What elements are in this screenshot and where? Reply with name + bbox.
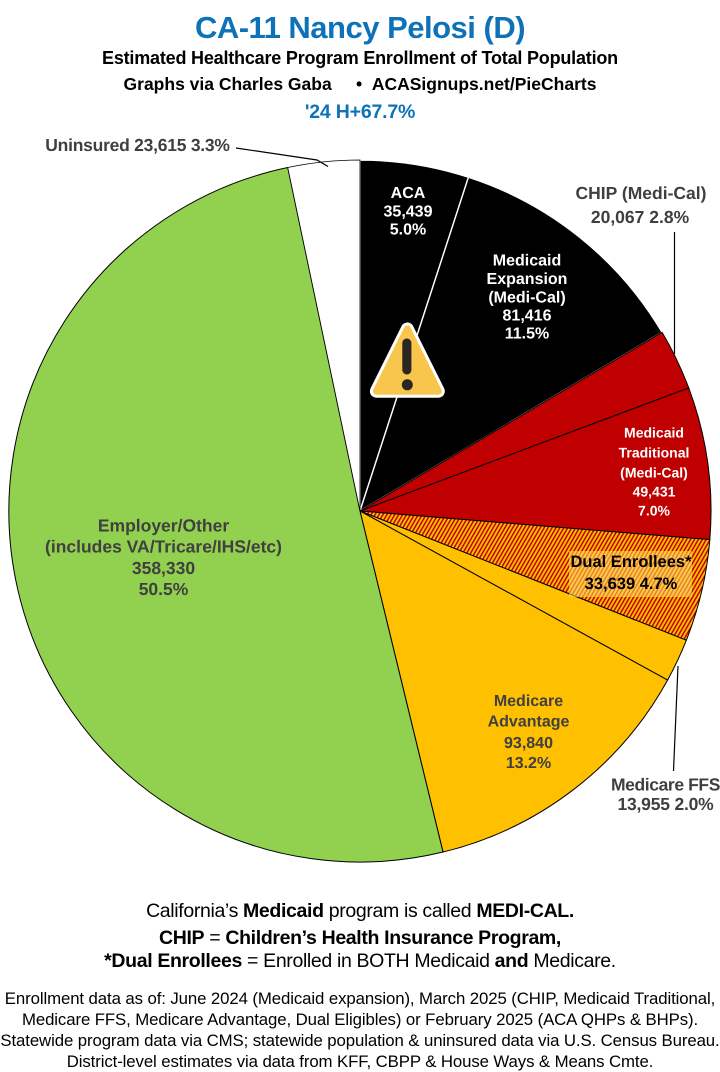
svg-text:Traditional: Traditional [619,445,690,461]
svg-text:Dual Enrollees*: Dual Enrollees* [570,553,692,571]
svg-text:(Medi-Cal): (Medi-Cal) [620,465,688,481]
svg-text:358,330: 358,330 [132,558,196,578]
svg-text:(includes VA/Tricare/IHS/etc): (includes VA/Tricare/IHS/etc) [45,537,282,557]
svg-text:Medicaid: Medicaid [493,253,561,270]
svg-text:49,431: 49,431 [633,484,676,500]
svg-text:93,840: 93,840 [504,735,553,752]
svg-text:35,439: 35,439 [384,204,433,221]
svg-text:Employer/Other: Employer/Other [98,516,229,536]
svg-text:Expansion: Expansion [487,271,568,288]
svg-text:13.2%: 13.2% [506,755,551,772]
svg-text:(Medi-Cal): (Medi-Cal) [488,290,565,307]
svg-text:Advantage: Advantage [488,714,570,731]
svg-text:20,067 2.8%: 20,067 2.8% [591,207,690,227]
svg-text:13,955 2.0%: 13,955 2.0% [617,794,714,814]
svg-text:81,416: 81,416 [503,308,552,325]
svg-text:50.5%: 50.5% [139,579,189,599]
svg-text:Medicaid: Medicaid [624,425,684,441]
svg-text:Medicare: Medicare [494,693,563,710]
svg-text:ACA: ACA [391,185,426,202]
svg-text:Uninsured 23,615 3.3%: Uninsured 23,615 3.3% [45,135,230,155]
svg-text:Medicare FFS: Medicare FFS [611,775,720,795]
svg-text:11.5%: 11.5% [505,326,549,343]
svg-text:CHIP (Medi-Cal): CHIP (Medi-Cal) [576,183,707,203]
svg-text:5.0%: 5.0% [390,222,426,239]
svg-text:33,639 4.7%: 33,639 4.7% [585,575,678,593]
svg-text:7.0%: 7.0% [638,503,670,519]
